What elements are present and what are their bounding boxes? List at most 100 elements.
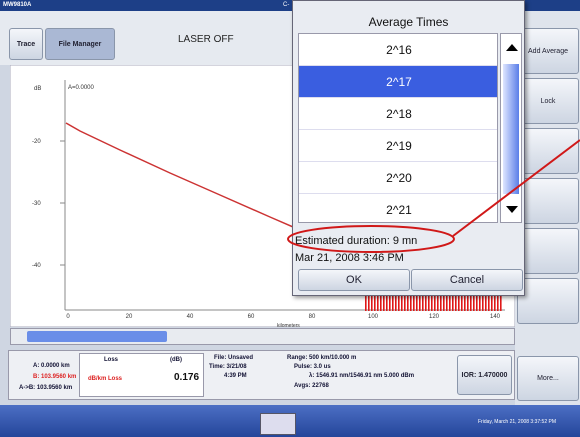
- noise: [386, 287, 388, 311]
- time: Time: 3/21/08: [209, 364, 247, 370]
- title-left: MW9810A: [3, 2, 32, 8]
- x-unit: kilometers: [277, 323, 300, 327]
- loss-box: Loss (dB) dB/km Loss 0.176: [79, 353, 204, 397]
- date: Mar 21, 2008 3:46 PM: [295, 252, 404, 264]
- side-panel: Add Average Lock More...: [515, 11, 580, 405]
- x-tick-label: 100: [368, 314, 379, 320]
- y-tick-label: -40: [32, 263, 41, 269]
- noise: [494, 287, 496, 311]
- scrollbar[interactable]: [10, 328, 515, 345]
- title-bar: MW9810A C-: [0, 0, 580, 11]
- keyboard-icon[interactable]: [260, 413, 296, 435]
- noise: [422, 287, 424, 311]
- list-item[interactable]: 2^18: [299, 98, 497, 130]
- marker-label: A=0.0000: [68, 85, 95, 91]
- wavelength: λ: 1546.91 nm/1546.91 nm 5.000 dBm: [309, 373, 415, 379]
- tab-file-manager[interactable]: File Manager: [45, 28, 115, 60]
- button[interactable]: [517, 228, 579, 274]
- ior[interactable]: IOR: 1.470000: [457, 355, 512, 395]
- dialog-title: Average Times: [368, 15, 449, 29]
- scroll-thumb: [27, 331, 167, 342]
- lock[interactable]: Lock: [517, 78, 579, 124]
- loss-unit: (dB): [170, 357, 182, 363]
- noise: [467, 287, 469, 311]
- clock: 4:39 PM: [224, 373, 247, 379]
- noise: [383, 287, 385, 311]
- loss-type: dB/km Loss: [88, 376, 123, 382]
- x-tick-label: 120: [429, 314, 440, 320]
- noise: [389, 287, 391, 311]
- noise: [428, 287, 430, 311]
- x-tick-label: 0: [66, 314, 70, 320]
- noise: [470, 287, 472, 311]
- noise: [458, 287, 460, 311]
- noise: [449, 287, 451, 311]
- list-item[interactable]: 2^19: [299, 130, 497, 162]
- noise: [404, 287, 406, 311]
- scroll-down[interactable]: [506, 206, 518, 213]
- noise: [479, 287, 481, 311]
- pulse: Pulse: 3.0 us: [294, 364, 331, 370]
- noise: [371, 287, 373, 311]
- x-tick-label: 20: [126, 314, 133, 320]
- estimate: Estimated duration: 9 mn: [295, 235, 418, 247]
- loss-value: 0.176: [174, 372, 200, 383]
- noise: [398, 287, 400, 311]
- noise: [476, 287, 478, 311]
- noise: [446, 287, 448, 311]
- noise: [419, 287, 421, 311]
- taskbar: Friday, March 21, 2008 3:37:52 PM: [0, 405, 580, 437]
- button[interactable]: [517, 278, 579, 324]
- noise: [452, 287, 454, 311]
- info-b: B: 103.9560 km: [33, 374, 77, 380]
- file: File: Unsaved: [214, 355, 254, 361]
- noise: [461, 287, 463, 311]
- dialog: Average Times 2^162^172^182^192^202^212^…: [292, 0, 525, 296]
- x-tick-label: 140: [490, 314, 501, 320]
- noise: [497, 287, 499, 311]
- y-tick-label: -20: [32, 139, 41, 145]
- list-item[interactable]: 2^20: [299, 162, 497, 194]
- noise: [500, 287, 502, 311]
- button[interactable]: [517, 178, 579, 224]
- noise: [374, 287, 376, 311]
- taskbar-clock: Friday, March 21, 2008 3:37:52 PM: [478, 419, 557, 425]
- noise: [413, 287, 415, 311]
- y-unit: dB: [34, 86, 41, 92]
- noise: [395, 287, 397, 311]
- noise: [401, 287, 403, 311]
- list-scrollbar[interactable]: [500, 33, 522, 223]
- y-tick-label: -30: [32, 201, 41, 207]
- info-panel: A: 0.0000 km B: 103.9560 km A->B: 103.95…: [8, 350, 515, 400]
- highlight-ellipse: [287, 225, 455, 253]
- list-item[interactable]: 2^17: [299, 66, 497, 98]
- highlight-arrow: [452, 139, 580, 237]
- noise: [464, 287, 466, 311]
- noise: [440, 287, 442, 311]
- noise: [482, 287, 484, 311]
- list-item[interactable]: 2^21: [299, 194, 497, 222]
- list-item[interactable]: 2^16: [299, 34, 497, 66]
- tab-trace[interactable]: Trace: [9, 28, 43, 60]
- noise: [491, 287, 493, 311]
- laser-status: LASER OFF: [178, 34, 234, 45]
- noise: [455, 287, 457, 311]
- ok-button[interactable]: OK: [298, 269, 410, 291]
- noise: [416, 287, 418, 311]
- info-a: A: 0.0000 km: [33, 363, 70, 369]
- button[interactable]: [517, 128, 579, 174]
- noise: [365, 287, 367, 311]
- noise: [443, 287, 445, 311]
- title-center: C-: [283, 2, 290, 8]
- cancel-button[interactable]: Cancel: [411, 269, 523, 291]
- x-tick-label: 60: [248, 314, 255, 320]
- list: 2^162^172^182^192^202^212^22: [298, 33, 498, 223]
- noise: [473, 287, 475, 311]
- info-ab: A->B: 103.9560 km: [19, 385, 73, 391]
- x-tick-label: 80: [309, 314, 316, 320]
- more[interactable]: More...: [517, 356, 579, 401]
- scroll-up[interactable]: [506, 44, 518, 51]
- noise: [377, 287, 379, 311]
- noise: [410, 287, 412, 311]
